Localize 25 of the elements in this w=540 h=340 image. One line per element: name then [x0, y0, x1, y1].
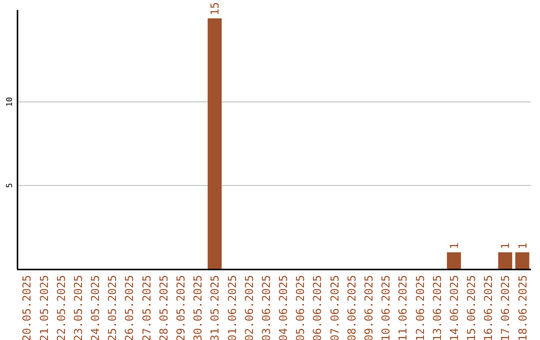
- x-tick-label: 24.05.2025: [89, 275, 102, 340]
- x-tick-label: 11.06.2025: [396, 275, 410, 340]
- x-tick-label: 22.05.2025: [54, 275, 68, 340]
- x-tick-label: 28.05.2025: [157, 275, 170, 340]
- x-tick-label: 18.06.2025: [516, 275, 530, 340]
- x-tick-label: 16.06.2025: [482, 275, 496, 340]
- data-label: 1: [516, 242, 530, 250]
- x-tick-label: 20.05.2025: [20, 275, 34, 340]
- x-tick-label: 27.05.2025: [140, 275, 154, 340]
- x-tick-label: 15.06.2025: [465, 275, 478, 340]
- data-label: 1: [448, 242, 461, 250]
- data-label: 1: [499, 242, 512, 250]
- x-tick-label: 10.06.2025: [380, 275, 393, 340]
- x-tick-label: 21.05.2025: [38, 275, 51, 340]
- data-label: 15: [208, 2, 222, 16]
- x-tick-label: 26.05.2025: [123, 275, 136, 340]
- y-tick-label: 5: [5, 182, 14, 188]
- x-tick-label: 23.05.2025: [72, 275, 85, 340]
- x-tick-label: 29.05.2025: [174, 275, 188, 340]
- y-tick-label: 10: [5, 96, 14, 107]
- x-tick-label: 25.05.2025: [106, 275, 120, 340]
- x-tick-label: 13.06.2025: [430, 275, 444, 340]
- x-tick-label: 17.06.2025: [499, 275, 512, 340]
- x-tick-label: 12.06.2025: [414, 275, 427, 340]
- x-tick-label: 14.06.2025: [448, 275, 461, 340]
